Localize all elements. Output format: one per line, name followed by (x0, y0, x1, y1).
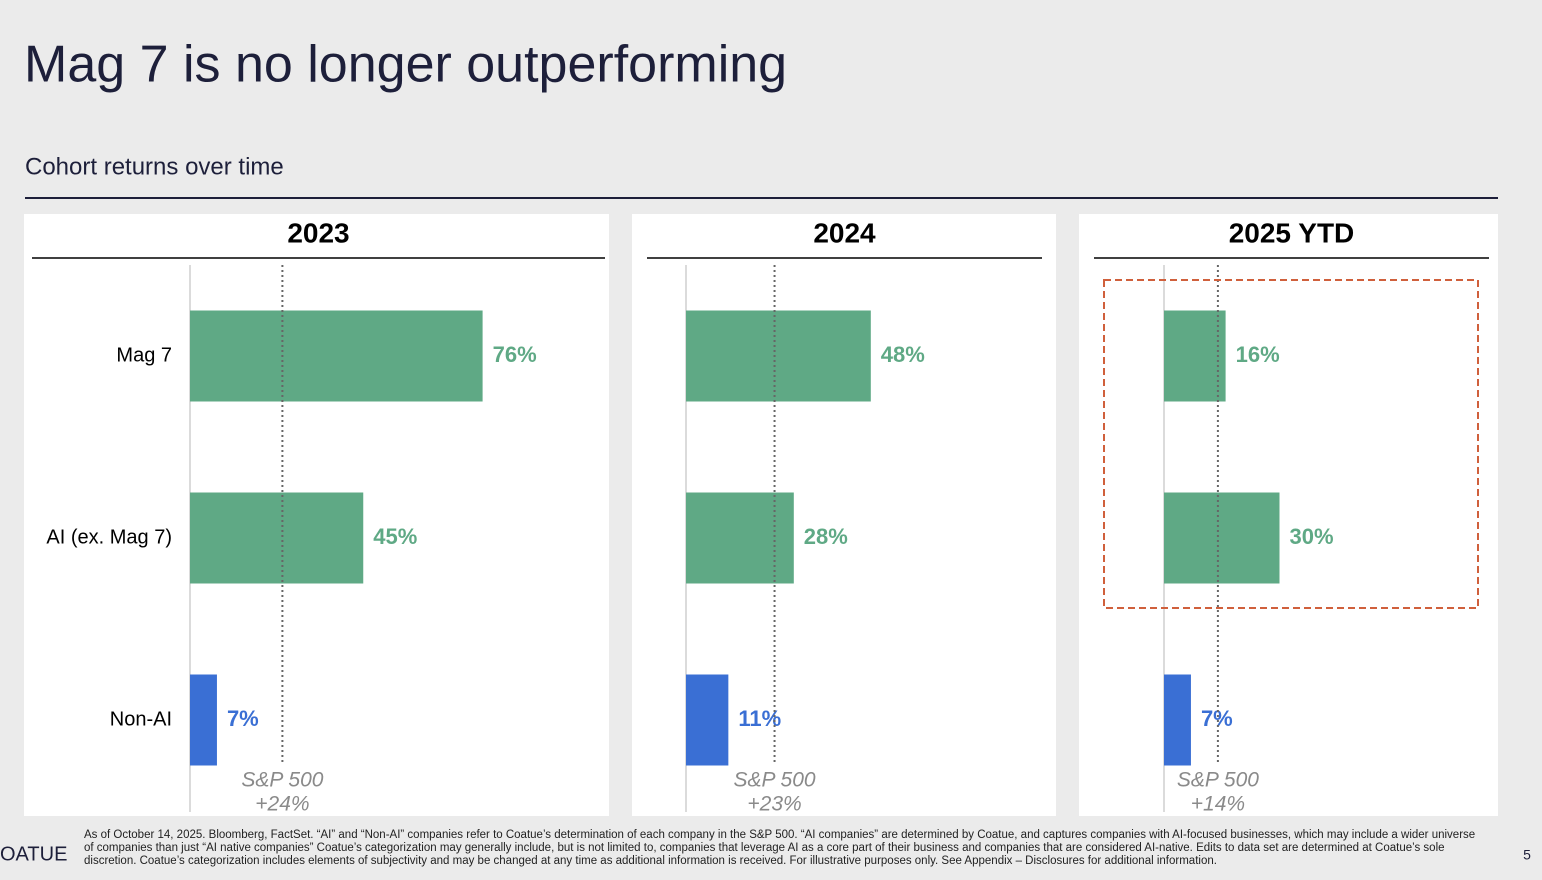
value-label: 11% (738, 706, 781, 731)
reference-name: S&P 500 (1177, 769, 1259, 792)
bar (1164, 310, 1226, 402)
value-label: 16% (1236, 342, 1280, 367)
value-label: 45% (373, 524, 417, 549)
charts: 2023 Mag 7 76% AI (ex. Mag 7) 45% Non-AI 7% S&P… (24, 214, 1498, 816)
panel (1079, 214, 1498, 816)
highlight-box (1103, 279, 1479, 609)
bar (190, 674, 217, 766)
bar (190, 492, 364, 584)
bar (686, 492, 794, 584)
logo: OATUE (0, 843, 67, 865)
value-label: 7% (227, 706, 259, 731)
reference-name: S&P 500 (733, 769, 815, 792)
chart-title: 2023 (287, 217, 349, 248)
bar (686, 310, 871, 402)
reference-value-label: +23% (747, 793, 801, 816)
page-title: Mag 7 is no longer outperforming (24, 36, 787, 94)
value-label: 7% (1201, 706, 1233, 731)
reference-value-label: +14% (1191, 793, 1245, 816)
bar (190, 310, 483, 402)
bar (1164, 674, 1191, 766)
chart-title: 2024 (813, 217, 876, 248)
value-label: 28% (804, 524, 848, 549)
subtitle: Cohort returns over time (25, 153, 284, 180)
category-label: Non-AI (110, 708, 172, 730)
chart-title: 2025 YTD (1229, 217, 1355, 248)
reference-value-label: +24% (255, 793, 309, 816)
category-label: AI (ex. Mag 7) (46, 526, 172, 548)
bar (1164, 492, 1280, 584)
footnote: As of October 14, 2025. Bloomberg, FactS… (84, 829, 1476, 867)
value-label: 48% (881, 342, 925, 367)
category-label: Mag 7 (116, 344, 172, 366)
bar (686, 674, 729, 766)
reference-name: S&P 500 (241, 769, 323, 792)
value-label: 30% (1290, 524, 1334, 549)
value-label: 76% (493, 342, 537, 367)
page-number: 5 (1523, 847, 1531, 863)
